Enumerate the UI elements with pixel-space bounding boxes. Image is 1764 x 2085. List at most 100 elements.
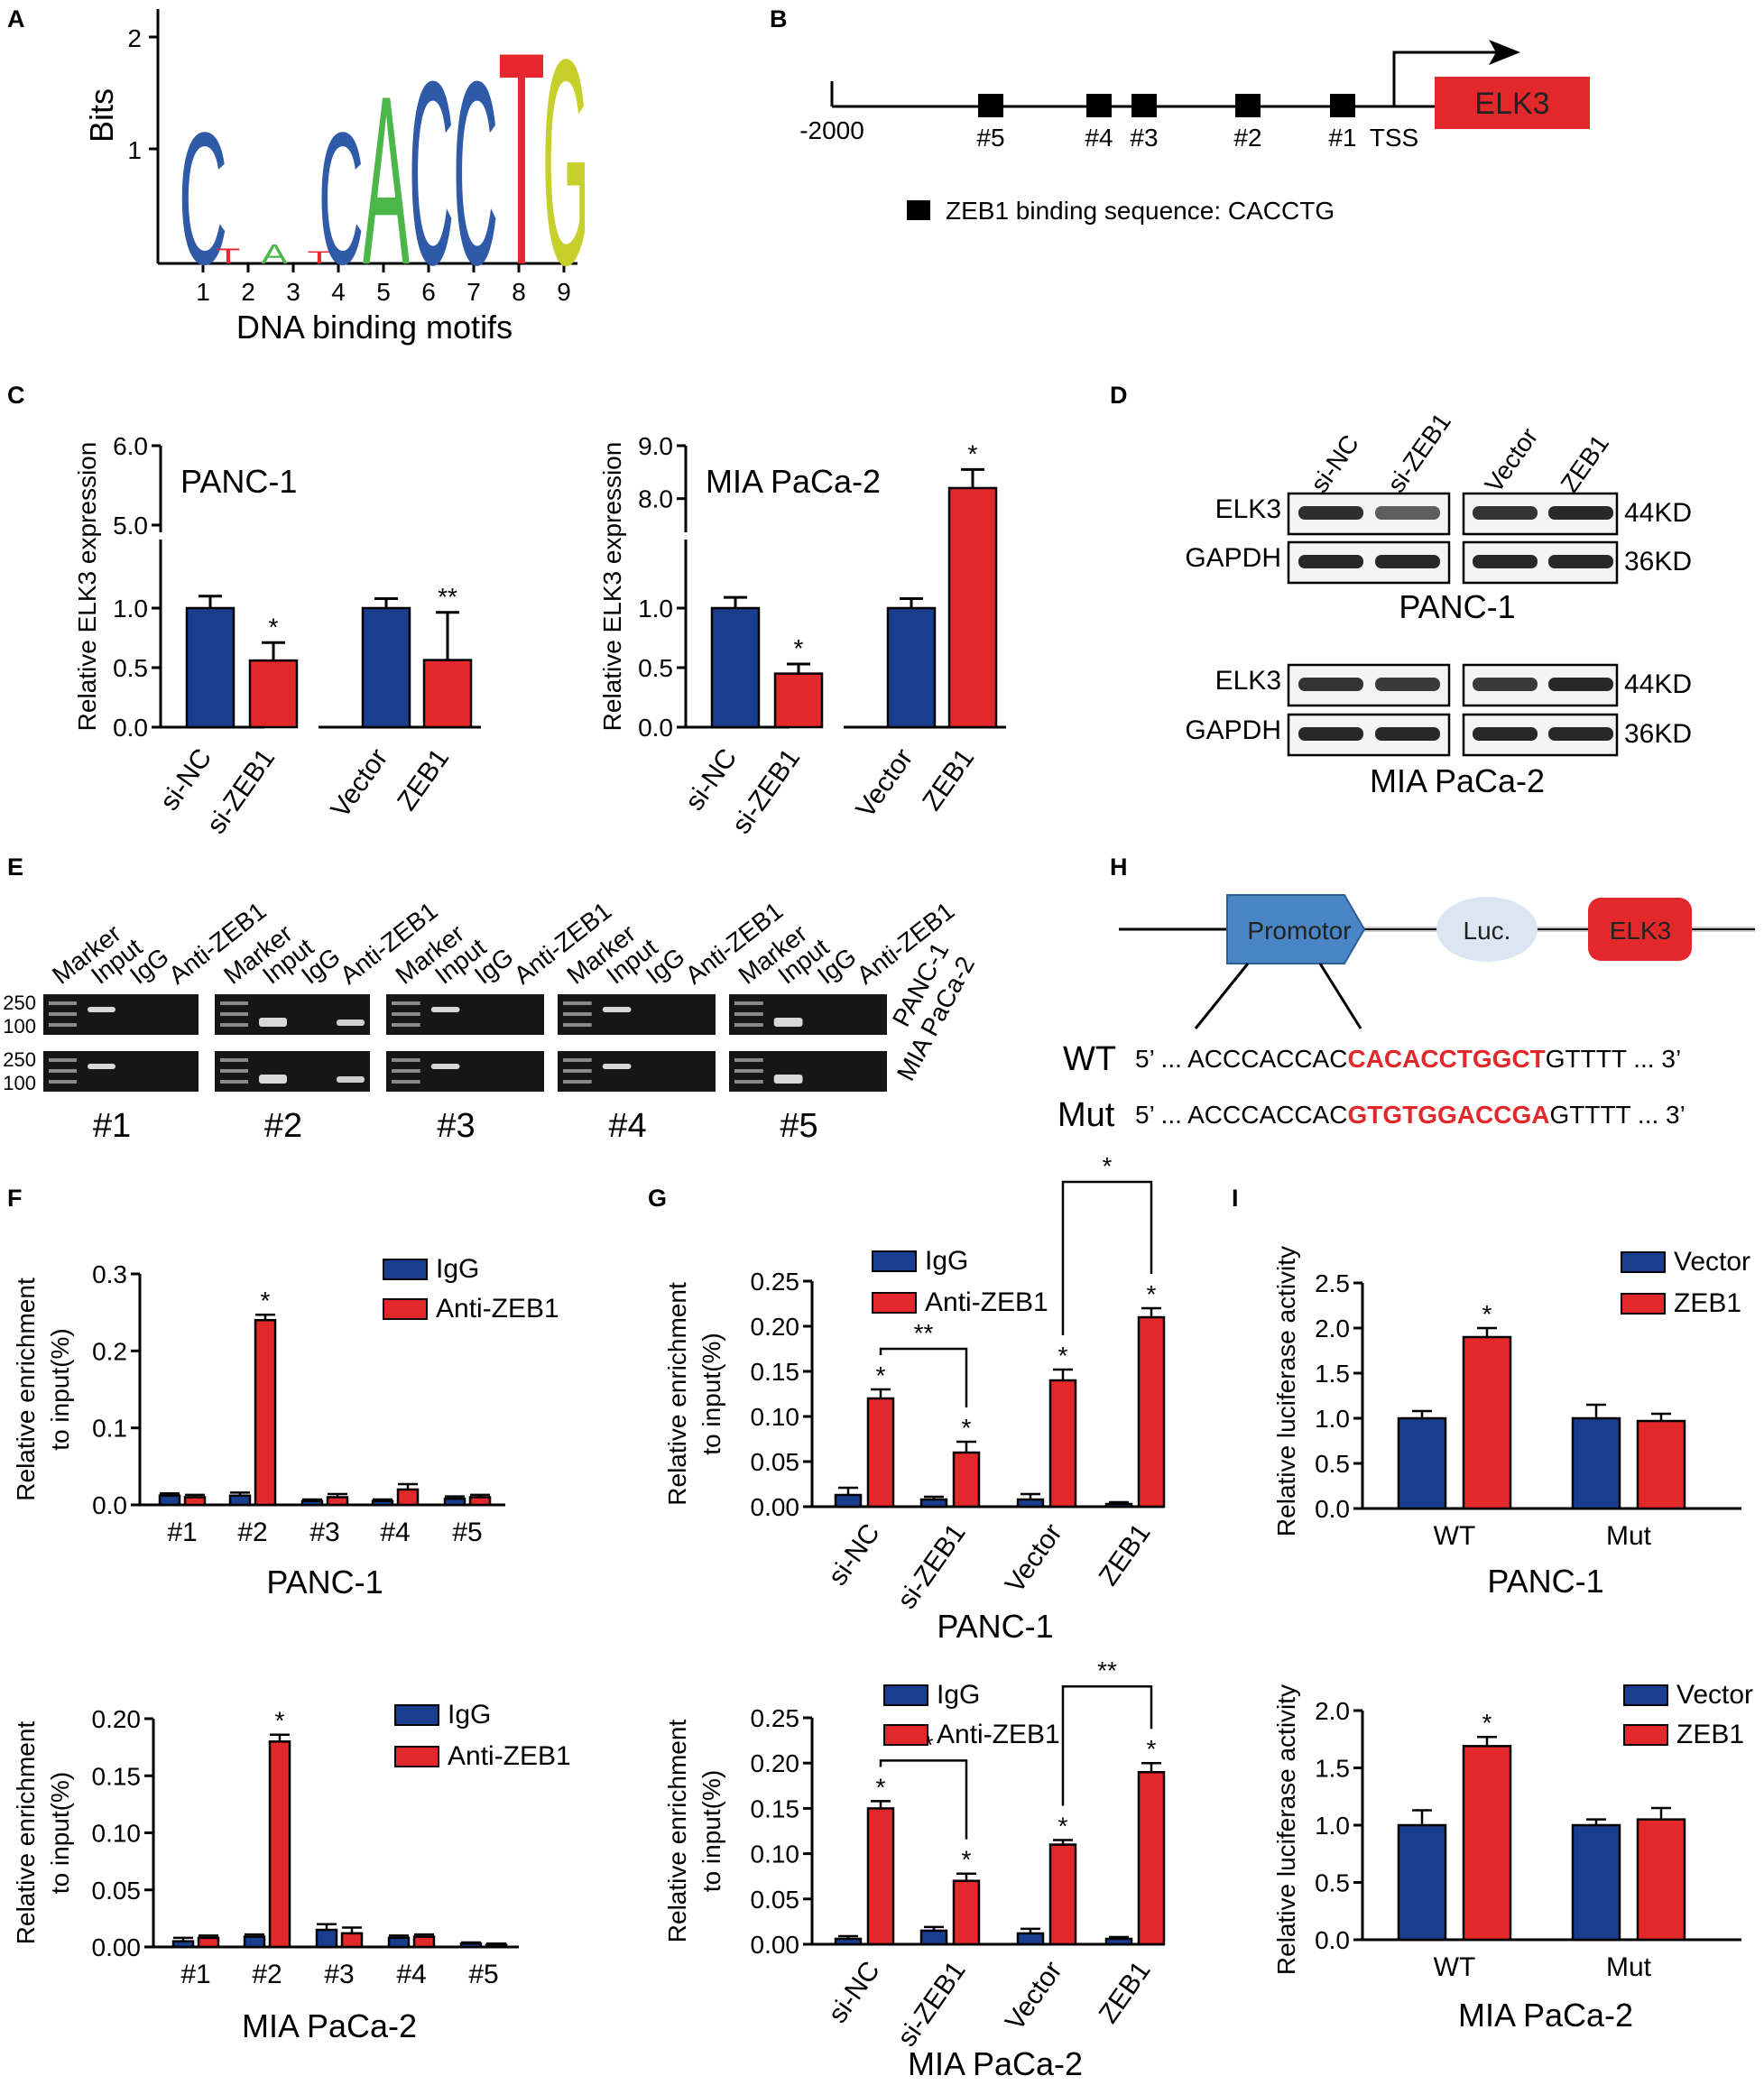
- y-tick-label: 1.0: [113, 595, 148, 623]
- luc-label: Luc.: [1464, 917, 1511, 945]
- logo-xtick-label: 3: [286, 278, 300, 306]
- logo-ytick-label: 2: [127, 24, 142, 52]
- y-tick-label: 0.2: [92, 1337, 127, 1365]
- blot-band: [1548, 678, 1613, 691]
- gel-input-band: [773, 1075, 803, 1084]
- bar-IgG-ZEB1: [1104, 1502, 1133, 1508]
- bar-Anti-ZEB1-Vector: [1048, 1379, 1077, 1508]
- y-tick-label: 0.0: [92, 1491, 127, 1519]
- legend-swatch: [1623, 1684, 1668, 1706]
- bar-Anti-ZEB1-#3: [326, 1496, 349, 1507]
- bracket-label: *: [1103, 1152, 1113, 1180]
- x-axis-title: PANC-1: [266, 1564, 383, 1601]
- y-axis-label: Relative enrichment: [663, 1282, 691, 1506]
- x-tick-label: #3: [309, 1518, 339, 1547]
- y-tick-label: 0.20: [92, 1705, 142, 1733]
- motif-letter: C: [179, 94, 227, 304]
- gel-site-label: #5: [780, 1107, 817, 1145]
- panel-label-h: H: [1110, 853, 1128, 881]
- x-tick-label: Mut: [1606, 1521, 1652, 1551]
- mut-seq-suffix: GTTTT ... 3’: [1549, 1101, 1685, 1129]
- y-axis-label: to input(%): [46, 1772, 74, 1894]
- significance-mark: *: [1482, 1300, 1492, 1328]
- y-axis-label: Relative ELK3 expression: [73, 442, 101, 732]
- blot-cell-title: PANC-1: [1399, 588, 1515, 625]
- gel-marker-band: [220, 1058, 248, 1062]
- gel-marker-band: [392, 1023, 420, 1027]
- y-axis-label: Relative luciferase activity: [1272, 1246, 1300, 1536]
- y-tick-label: 1.5: [1315, 1360, 1350, 1388]
- motif-letter: T: [498, 0, 545, 328]
- mut-label: Mut: [1057, 1096, 1115, 1134]
- y-tick-label: 1.0: [1315, 1405, 1350, 1433]
- legend-label: IgG: [937, 1680, 980, 1710]
- blot-band: [1375, 506, 1440, 520]
- panel-e-chip-gels: MarkerInputIgGAnti-ZEB1#1MarkerInputIgGA…: [3, 897, 980, 1145]
- panel-label-e: E: [7, 853, 23, 881]
- promoter-label: Promotor: [1247, 917, 1351, 945]
- logo-xtick-label: 5: [376, 278, 391, 306]
- x-axis-title: MIA PaCa-2: [908, 2045, 1083, 2082]
- bar-ZEB1-WT: [1462, 1745, 1512, 1942]
- y-axis-label: to input(%): [697, 1770, 725, 1892]
- gel-marker-band: [734, 1069, 763, 1073]
- bar-IgG-Vector: [1016, 1932, 1045, 1946]
- legend-label: ZEB1: [1676, 1720, 1744, 1749]
- y-tick-label: 0.20: [751, 1749, 800, 1777]
- gel-marker-band: [220, 1023, 248, 1027]
- blot-band: [1473, 555, 1538, 568]
- significance-mark: *: [968, 439, 978, 467]
- legend-label: Anti-ZEB1: [448, 1741, 571, 1771]
- y-tick-label: 0.20: [751, 1313, 800, 1341]
- x-tick-label: #3: [324, 1960, 354, 1989]
- blot-lane-label: ZEB1: [1556, 429, 1615, 497]
- gel-marker-band: [49, 1058, 77, 1062]
- gel-site-label: #4: [608, 1107, 646, 1145]
- bar-IgG-#3: [315, 1928, 338, 1949]
- legend-swatch: [1621, 1293, 1666, 1315]
- y-axis-label: Relative enrichment: [12, 1721, 40, 1945]
- chart-c-miapaca2: 0.00.51.08.09.0si-NC*si-ZEB1 Vector*ZEB1M…: [598, 432, 1006, 839]
- x-axis-title: MIA PaCa-2: [242, 2007, 417, 2044]
- panel-label-i: I: [1232, 1185, 1239, 1212]
- significance-mark: *: [876, 1361, 886, 1389]
- bar-IgG-si-ZEB1: [919, 1498, 948, 1508]
- significance-bracket: [879, 1759, 968, 1840]
- blot-band: [1375, 555, 1440, 568]
- bar-Anti-ZEB1-#1: [197, 1936, 220, 1949]
- significance-mark: *: [269, 613, 279, 641]
- y-tick-label: 0.5: [1315, 1450, 1350, 1478]
- bar-IgG-#4: [387, 1936, 411, 1949]
- gel-marker-band: [49, 1069, 77, 1073]
- bar-Vector-Mut: [1571, 1416, 1621, 1510]
- gel-input-band: [430, 1064, 460, 1069]
- x-tick-label: ZEB1: [1094, 1956, 1157, 2028]
- x-axis-title: MIA PaCa-2: [1458, 1997, 1633, 2034]
- legend-label: IgG: [448, 1700, 491, 1730]
- legend-swatch: [394, 1746, 439, 1767]
- zoom-line-left: [1194, 963, 1250, 1029]
- binding-site-label: #1: [1328, 124, 1356, 152]
- bar-IgG-#4: [371, 1499, 394, 1507]
- promoter-start-label: -2000: [799, 116, 864, 144]
- bar-Anti-ZEB1-#5: [485, 1943, 508, 1949]
- bar-Vector-Mut: [1571, 1823, 1621, 1942]
- legend-label: Vector: [1674, 1247, 1750, 1277]
- binding-legend-swatch: [907, 200, 930, 220]
- wt-seq-prefix: 5’ ... ACCCACCAC: [1135, 1045, 1347, 1073]
- legend-label: IgG: [925, 1246, 968, 1276]
- promoter-box: [1226, 894, 1366, 964]
- bar-Anti-ZEB1-ZEB1: [1137, 1770, 1166, 1946]
- panel-label-f: F: [7, 1185, 23, 1212]
- y-tick-label: 0.0: [1315, 1926, 1350, 1954]
- x-tick-label: #4: [380, 1518, 410, 1547]
- bar-Vector: [886, 606, 937, 729]
- blot-size-label: 44KD: [1624, 669, 1692, 699]
- gel-marker-band: [563, 1001, 592, 1005]
- bar-si-NC: [710, 606, 761, 729]
- bar-Anti-ZEB1-#3: [340, 1932, 364, 1949]
- logo-xtick-label: 2: [241, 278, 255, 306]
- x-tick-label: si-NC: [823, 1956, 886, 2028]
- gel-chip-band: [337, 1019, 365, 1026]
- x-tick-label: si-NC: [154, 743, 217, 816]
